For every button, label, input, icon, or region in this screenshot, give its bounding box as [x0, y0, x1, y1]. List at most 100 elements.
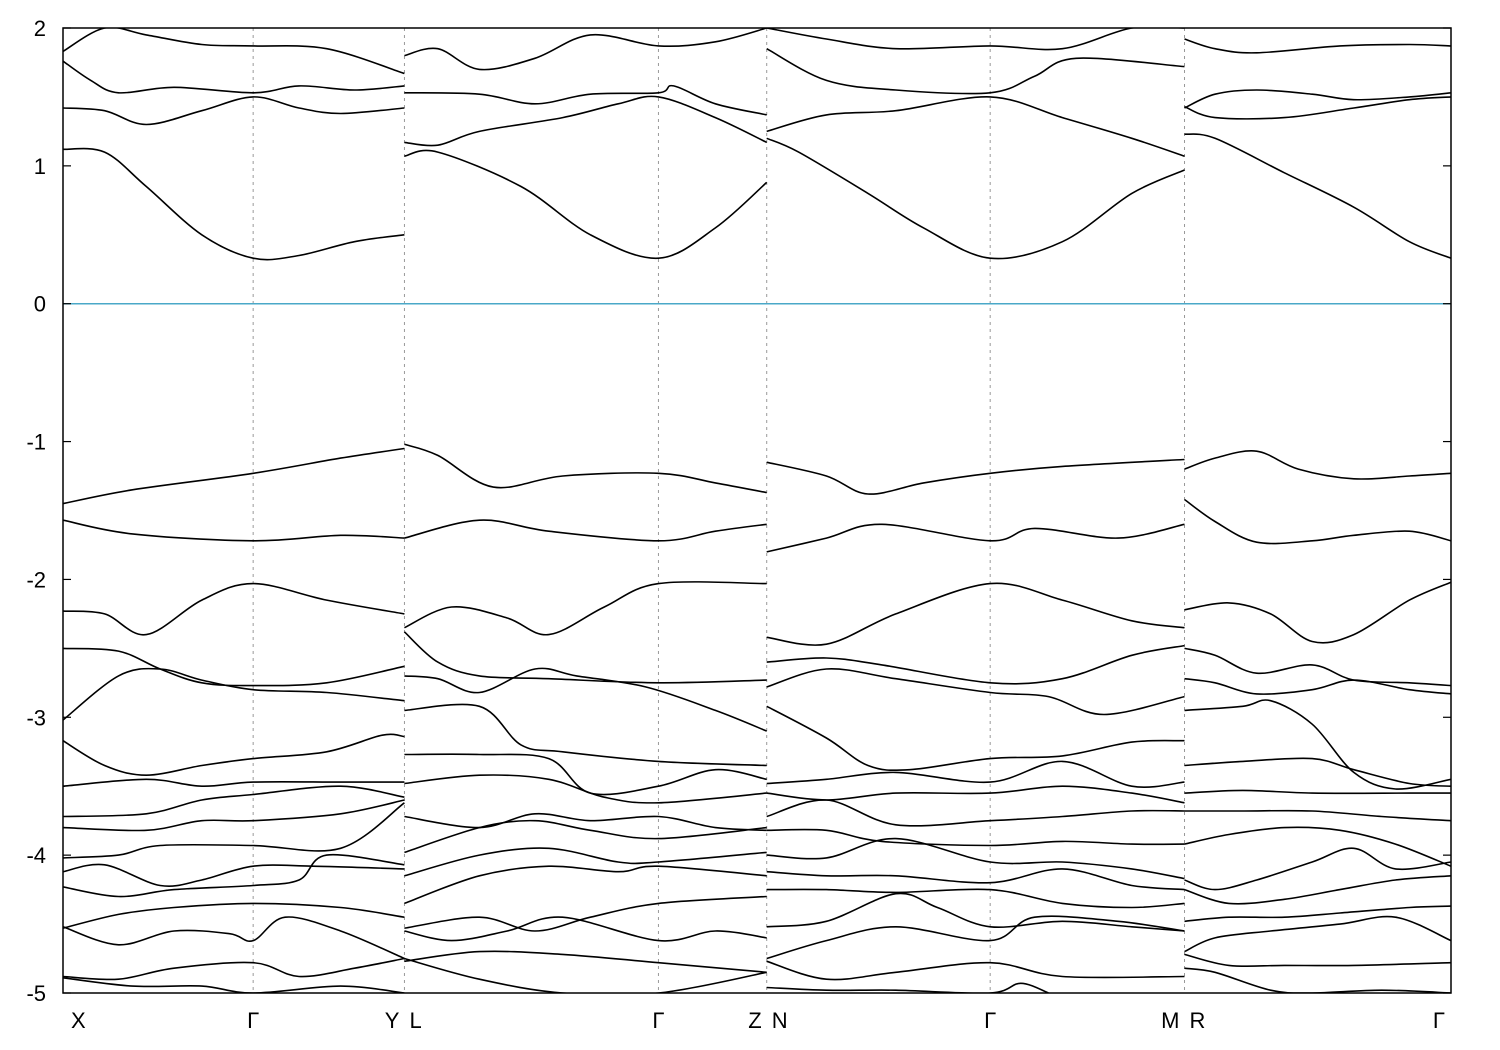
- y-tick-label: 0: [34, 292, 46, 317]
- band-line: [63, 647, 405, 687]
- band-line: [63, 60, 405, 94]
- band-line: [404, 95, 768, 147]
- kpoint-label: Z: [748, 1008, 761, 1033]
- y-tick-label: -3: [26, 705, 46, 730]
- band-line: [63, 977, 405, 993]
- kpoint-label: X: [71, 1008, 86, 1033]
- y-tick-label: -1: [26, 430, 46, 455]
- band-line: [404, 847, 767, 877]
- band-line: [766, 458, 1185, 495]
- kpoint-gridlines: [252, 28, 1186, 993]
- band-line: [63, 147, 405, 261]
- band-line: [404, 519, 767, 542]
- band-line: [404, 28, 767, 71]
- band-segment-L-Z: [403, 28, 768, 993]
- plot-border: [62, 27, 1452, 994]
- band-line: [63, 667, 405, 721]
- band-line: [1184, 677, 1451, 695]
- band-line: [404, 443, 767, 494]
- band-line: [63, 799, 405, 832]
- band-segment-N-M: [766, 28, 1185, 993]
- band-line: [1184, 967, 1451, 993]
- band-line: [766, 828, 1185, 847]
- y-tick-label: -4: [26, 843, 46, 868]
- band-line: [404, 667, 768, 732]
- band-line: [63, 902, 405, 929]
- band-line: [63, 802, 405, 859]
- band-line: [63, 785, 405, 818]
- kpoint-label: R: [1190, 1008, 1206, 1033]
- band-line: [1184, 915, 1451, 953]
- kpoint-label: M: [1161, 1008, 1179, 1033]
- band-line: [1184, 96, 1451, 120]
- band-line: [404, 916, 767, 942]
- band-line: [404, 581, 767, 636]
- band-line: [1184, 38, 1451, 54]
- band-line: [63, 447, 405, 505]
- band-line: [63, 28, 405, 75]
- band-line: [63, 863, 405, 887]
- band-line: [1184, 647, 1451, 687]
- band-line: [766, 668, 1185, 716]
- band-line: [63, 519, 405, 542]
- band-line: [766, 96, 1185, 157]
- band-line: [63, 96, 405, 126]
- band-line: [63, 957, 405, 981]
- band-line: [1184, 905, 1451, 923]
- band-line: [63, 582, 405, 636]
- band-line: [63, 916, 405, 960]
- plot-frame: [62, 27, 1452, 994]
- band-line: [766, 837, 1185, 880]
- band-line: [404, 149, 768, 260]
- kpoint-label: N: [772, 1008, 788, 1033]
- band-line: [1184, 757, 1451, 787]
- band-line: [766, 960, 1185, 981]
- band-line: [404, 957, 767, 993]
- kpoint-label: L: [409, 1008, 421, 1033]
- y-tick-label: 2: [34, 16, 46, 41]
- band-line: [1184, 699, 1451, 790]
- band-line: [766, 582, 1185, 646]
- band-segment-R-Γ: [1184, 38, 1451, 993]
- band-lines: [63, 28, 1451, 993]
- band-line: [766, 799, 1185, 827]
- band-line: [1184, 875, 1451, 905]
- band-line: [1184, 953, 1451, 968]
- band-line: [1184, 498, 1451, 545]
- band-line: [766, 982, 1049, 993]
- band-line: [403, 631, 767, 684]
- band-line: [766, 644, 1185, 685]
- y-tick-label: -2: [26, 567, 46, 592]
- band-line: [766, 137, 1185, 260]
- band-line: [766, 892, 1185, 932]
- band-line: [63, 733, 405, 777]
- band-line: [404, 819, 767, 854]
- band-line: [1184, 89, 1451, 109]
- y-tick-label: -5: [26, 981, 46, 1006]
- band-line: [766, 888, 1185, 909]
- kpoint-label: Γ: [247, 1008, 259, 1033]
- band-line: [1184, 847, 1451, 891]
- band-line: [1184, 789, 1451, 795]
- band-line: [404, 895, 767, 932]
- band-line: [766, 915, 1185, 960]
- band-line: [766, 47, 1185, 95]
- band-line: [766, 523, 1185, 553]
- band-line: [1184, 581, 1451, 644]
- band-line: [404, 812, 767, 832]
- band-line: [766, 705, 1185, 772]
- kpoint-label: Γ: [984, 1008, 996, 1033]
- band-line: [766, 28, 1185, 51]
- y-tick-label: 1: [34, 154, 46, 179]
- kpoint-label: Γ: [652, 1008, 664, 1033]
- band-line: [1184, 133, 1451, 259]
- band-line: [63, 853, 405, 898]
- band-line: [404, 950, 767, 974]
- band-line: [1184, 450, 1451, 480]
- band-line: [404, 753, 767, 796]
- kpoint-label: Γ: [1433, 1008, 1445, 1033]
- band-line: [404, 865, 767, 905]
- band-line: [404, 774, 767, 804]
- band-line: [1184, 826, 1451, 867]
